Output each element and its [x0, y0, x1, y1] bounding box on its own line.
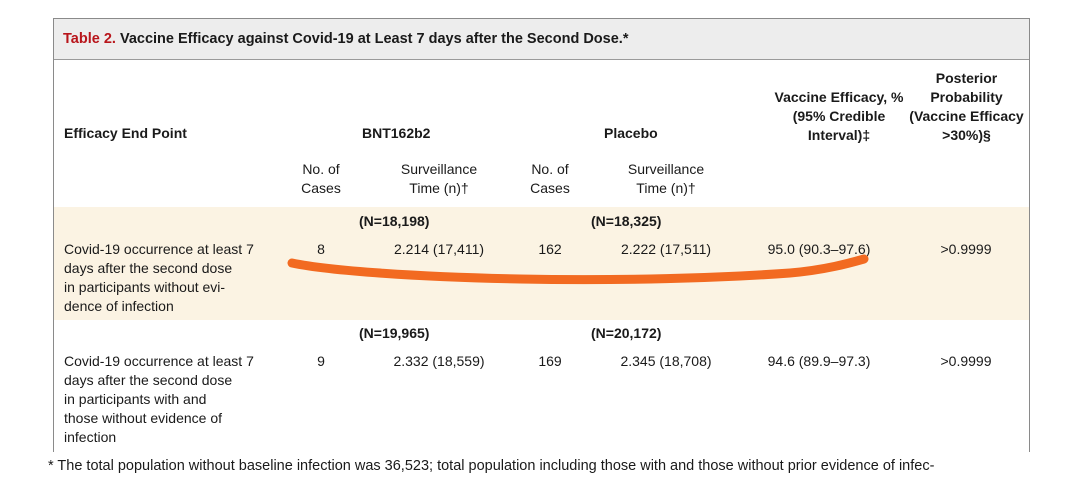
placebo-population: (N=18,325): [591, 213, 662, 229]
placebo-surveillance-time: 2.222 (17,511): [620, 241, 712, 257]
placebo-cases: 169: [538, 353, 562, 369]
bnt-population: (N=18,198): [359, 213, 430, 229]
table-row: (N=19,965) (N=20,172) Covid-19 occurrenc…: [54, 320, 1029, 452]
bnt-cases: 9: [317, 353, 325, 369]
subheader-surveillance-placebo: Surveillance Time (n)†: [627, 161, 705, 196]
subheader-cases-bnt: No. of Cases: [301, 161, 341, 196]
bnt-population: (N=19,965): [359, 325, 430, 341]
posterior-probability-value: >0.9999: [940, 241, 992, 257]
placebo-population: (N=20,172): [591, 325, 662, 341]
bnt-surveillance-time: 2.332 (18,559): [393, 353, 485, 369]
posterior-probability-value: >0.9999: [940, 353, 992, 369]
placebo-cases: 162: [538, 241, 562, 257]
endpoint-description: Covid-19 occurrence at least 7 days afte…: [64, 241, 254, 314]
caption-label: Table 2.: [63, 31, 116, 47]
efficacy-table: Table 2. Vaccine Efficacy against Covid-…: [53, 18, 1030, 452]
bnt-cases: 8: [317, 241, 325, 257]
header-posterior-probability: Posterior Probability (Vaccine Efficacy …: [909, 70, 1024, 143]
header-vaccine-efficacy: Vaccine Efficacy, % (95% Credible Interv…: [774, 89, 904, 143]
subheader-cases-placebo: No. of Cases: [530, 161, 570, 196]
table-caption: Table 2. Vaccine Efficacy against Covid-…: [54, 19, 1029, 60]
subheader-surveillance-bnt: Surveillance Time (n)†: [400, 161, 478, 196]
header-endpoint: Efficacy End Point: [64, 125, 187, 141]
header-bnt162b2: BNT162b2: [362, 125, 431, 141]
vaccine-efficacy-value: 95.0 (90.3–97.6): [767, 241, 871, 257]
table-footnote: * The total population without baseline …: [48, 458, 935, 474]
vaccine-efficacy-value: 94.6 (89.9–97.3): [767, 353, 871, 369]
caption-title: Vaccine Efficacy against Covid-19 at Lea…: [119, 31, 629, 47]
bnt-surveillance-time: 2.214 (17,411): [393, 241, 485, 257]
table-row: (N=18,198) (N=18,325) Covid-19 occurrenc…: [54, 207, 1029, 320]
placebo-surveillance-time: 2.345 (18,708): [620, 353, 712, 369]
header-placebo: Placebo: [604, 125, 658, 141]
endpoint-description: Covid-19 occurrence at least 7 days afte…: [64, 353, 254, 445]
